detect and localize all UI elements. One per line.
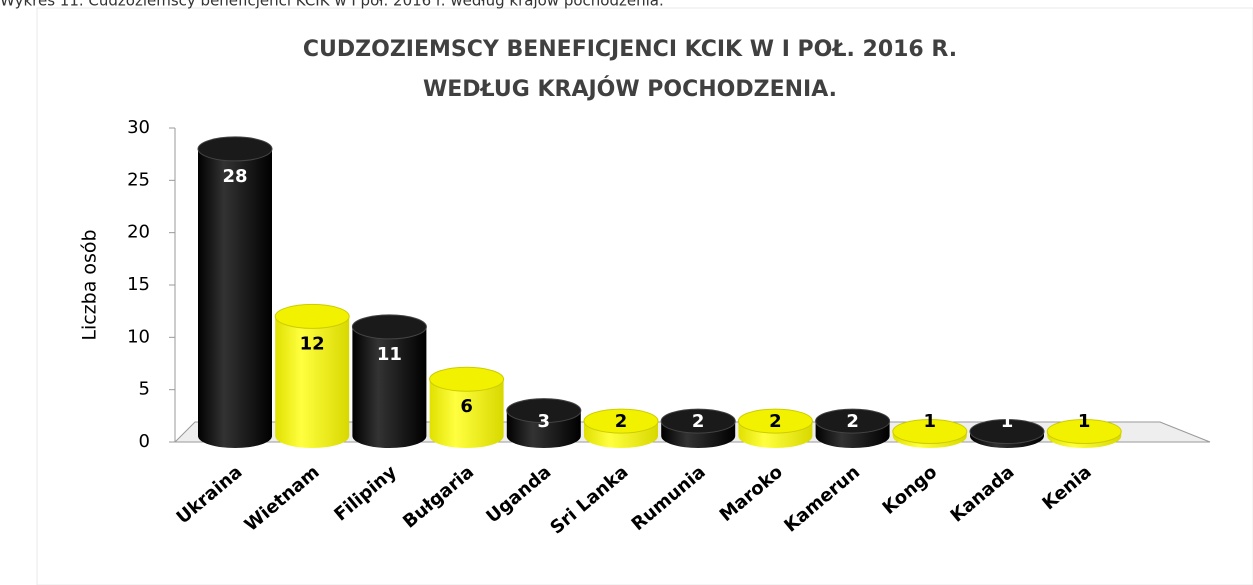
y-axis-label: Liczba osób (79, 229, 101, 340)
data-label: 6 (460, 396, 473, 417)
bar (429, 379, 504, 449)
y-tick-label: 5 (139, 379, 150, 400)
bar-top (506, 398, 582, 424)
bar-top (583, 408, 659, 434)
data-label: 11 (377, 344, 402, 365)
bar-top (660, 408, 736, 434)
data-label: 3 (538, 411, 551, 432)
y-tick-label: 25 (127, 169, 150, 190)
bar (275, 316, 350, 449)
data-label: 2 (692, 411, 705, 432)
data-label: 12 (300, 333, 325, 354)
y-tick-label: 0 (139, 431, 150, 452)
bar (352, 326, 427, 449)
caption: Wykres 11. Cudzoziemscy beneficjenci KCI… (0, 0, 664, 10)
data-label: 28 (222, 166, 247, 187)
data-label: 1 (1078, 411, 1091, 432)
data-label: 1 (924, 411, 937, 432)
bar-top (197, 136, 273, 162)
data-label: 1 (1001, 411, 1014, 432)
y-tick-label: 30 (127, 117, 150, 138)
chart-title: WEDŁUG KRAJÓW POCHODZENIA. (423, 76, 837, 102)
bar-top (274, 303, 350, 329)
bar-top (815, 408, 891, 434)
data-label: 2 (846, 411, 859, 432)
bar-top (969, 419, 1045, 445)
bar-top (1046, 419, 1122, 445)
bar (198, 148, 272, 448)
chart-title: CUDZOZIEMSCY BENEFICJENCI KCIK W I POŁ. … (303, 37, 957, 62)
bar-top (351, 314, 427, 340)
bar-top (737, 408, 813, 434)
data-label: 2 (769, 411, 782, 432)
y-tick-label: 20 (127, 222, 150, 243)
y-tick-label: 15 (127, 274, 150, 295)
y-tick-label: 10 (127, 326, 150, 347)
bar-top (429, 366, 505, 392)
bar-top (892, 419, 968, 445)
data-label: 2 (615, 411, 628, 432)
